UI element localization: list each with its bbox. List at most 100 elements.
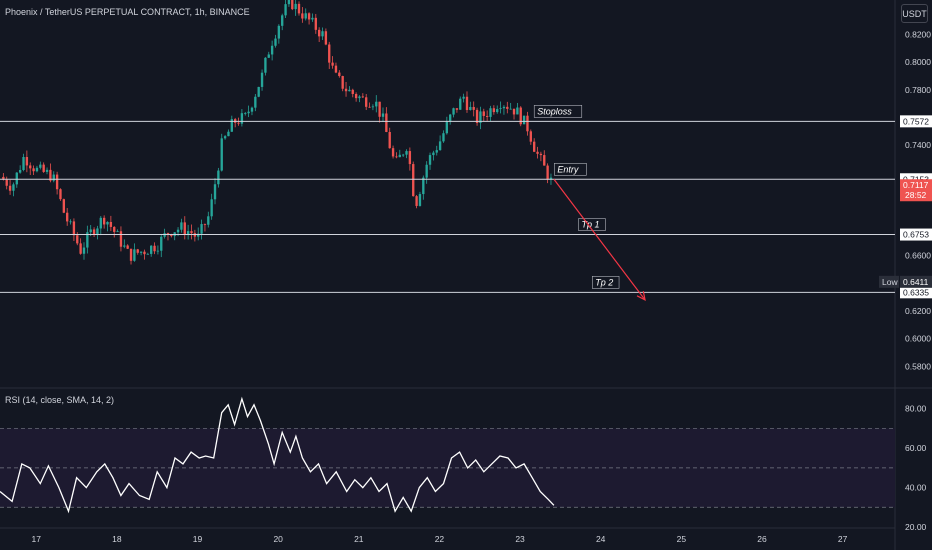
candle-body [8, 185, 12, 191]
x-tick-label: 17 [32, 534, 42, 544]
y-tick-label: 0.5800 [905, 361, 931, 371]
candle [304, 8, 307, 21]
candle-body [314, 17, 317, 30]
candle-body [42, 164, 45, 172]
candle [297, 1, 301, 16]
rsi-tick-label: 40.00 [905, 483, 927, 493]
candle-body [536, 151, 539, 154]
candle [39, 161, 42, 170]
candle [32, 165, 35, 175]
candle [62, 198, 66, 214]
candle-body [435, 150, 438, 153]
candle-body [49, 169, 52, 181]
level-price-tag [900, 286, 932, 299]
candle-body [96, 228, 99, 235]
candle [314, 13, 317, 34]
candle [401, 153, 405, 158]
level-label-stoploss: Stoploss [537, 106, 572, 116]
candle [86, 225, 89, 254]
candle-body [287, 0, 291, 5]
candle-body [539, 153, 543, 156]
candle [143, 249, 146, 260]
candle [438, 135, 442, 151]
candle [381, 107, 385, 123]
candle [324, 28, 328, 46]
x-tick-label: 23 [515, 534, 525, 544]
candle-body [365, 97, 368, 107]
candle [408, 147, 412, 171]
candle [385, 107, 388, 133]
candle-body [465, 96, 469, 111]
candle-body [116, 231, 119, 233]
candle-body [99, 217, 102, 229]
candle-body [150, 245, 153, 254]
candle-body [5, 179, 8, 186]
candle [109, 215, 113, 231]
candle-body [190, 231, 193, 234]
candle [449, 113, 452, 125]
candle-body [274, 38, 277, 46]
candle-body [334, 65, 338, 73]
candle-body [123, 245, 126, 247]
candle [462, 93, 465, 103]
candle [522, 115, 526, 125]
candle-body [2, 176, 5, 180]
candle [183, 216, 186, 240]
candle [200, 219, 203, 240]
candle-body [32, 168, 35, 172]
chart-title: Phoenix / TetherUS PERPETUAL CONTRACT, 1… [5, 7, 250, 17]
candle-body [86, 232, 89, 248]
candle [150, 245, 153, 257]
candle [391, 145, 395, 159]
low-price-label: 0.6411 [903, 277, 929, 287]
candle-body [136, 249, 139, 253]
candle [533, 138, 536, 153]
candle-body [197, 233, 200, 237]
rsi-title: RSI (14, close, SMA, 14, 2) [5, 395, 115, 405]
candle [428, 152, 432, 170]
candle-body [119, 231, 123, 247]
level-price-tag [900, 115, 932, 128]
candle-body [485, 115, 489, 117]
candle-body [180, 222, 183, 230]
candle-body [469, 106, 472, 111]
candle-body [277, 25, 281, 39]
rsi-tick-label: 20.00 [905, 522, 927, 532]
candle-body [351, 89, 354, 94]
rsi-tick-label: 80.00 [905, 404, 927, 414]
candle [250, 106, 254, 116]
candle-body [126, 245, 129, 249]
candle [82, 242, 86, 260]
y-tick-label: 0.8200 [905, 30, 931, 40]
candle-body [109, 221, 113, 227]
candle-body [79, 243, 82, 254]
candle-body [166, 233, 170, 235]
candle [301, 7, 304, 23]
candle-body [297, 3, 301, 14]
candle-body [12, 184, 15, 191]
candle-body [223, 136, 227, 139]
candle [277, 24, 281, 44]
candle-body [129, 248, 133, 261]
candle-body [227, 131, 230, 137]
candle-body [425, 164, 428, 178]
candle-body [496, 109, 499, 113]
candle [321, 27, 324, 40]
candle-body [509, 108, 512, 110]
candle [186, 224, 190, 240]
candle [66, 208, 69, 226]
candle-body [311, 17, 314, 20]
candle-body [338, 72, 341, 77]
currency-button[interactable]: USDT [901, 4, 928, 23]
candle-body [200, 224, 203, 234]
candle-body [385, 113, 388, 132]
candle [197, 227, 200, 241]
candle [287, 0, 291, 7]
candle [459, 96, 462, 110]
low-label: Low [882, 277, 898, 287]
candle [529, 129, 532, 145]
low-tag [879, 275, 899, 288]
candle [351, 88, 354, 98]
candle-body [72, 221, 76, 236]
